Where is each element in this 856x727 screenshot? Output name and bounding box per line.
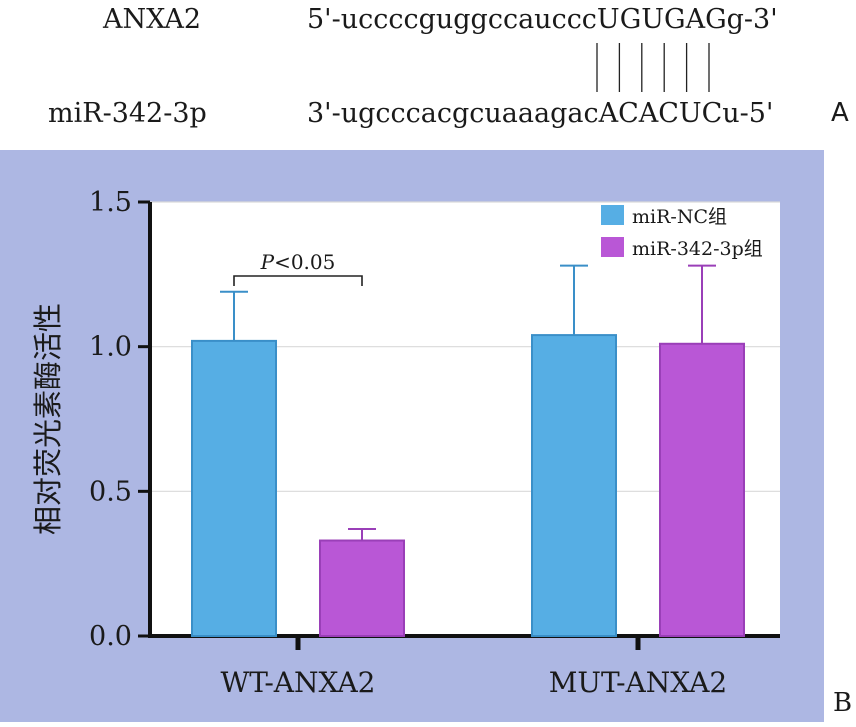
anxa2-label: ANXA2: [103, 4, 202, 35]
x-tick-label: MUT-ANXA2: [549, 666, 728, 699]
legend-label: miR-342-3p组: [632, 238, 763, 260]
mirna-sequence: 3'-ugcccacgcuaaagacACACUCu-5': [307, 98, 774, 129]
x-tick-label: WT-ANXA2: [221, 666, 376, 699]
y-tick-label: 1.0: [89, 332, 132, 363]
y-tick-label: 0.0: [89, 621, 132, 652]
bar-mir-342-3p: [319, 539, 405, 637]
bar-chart: 0.0 0.5 1.0 1.5 相对荧光素酶活性 WT-ANXA2 MUT-ANXA2 P<0…: [0, 150, 852, 722]
y-axis-label: 相对荧光素酶活性: [31, 303, 65, 535]
legend-swatch: [601, 205, 624, 225]
significance-bracket: [233, 275, 363, 286]
anxa2-sequence: 5'-uccccguggccaucccUGUGAGg-3': [307, 4, 778, 35]
bar-mir-nc: [191, 339, 277, 637]
y-tick-label: 1.5: [89, 187, 132, 218]
legend-label: miR-NC组: [632, 206, 727, 228]
mirna-label: miR-342-3p: [48, 98, 207, 129]
base-pair-lines: [596, 43, 710, 92]
panel-a-sequence-alignment: ANXA2 5'-uccccguggccaucccUGUGAGg-3' miR-…: [0, 0, 856, 150]
legend-swatch: [601, 237, 624, 257]
panel-a-label: A: [831, 98, 849, 128]
panel-b-chart: 0.0 0.5 1.0 1.5 相对荧光素酶活性 WT-ANXA2 MUT-ANXA2 P<0…: [0, 150, 856, 722]
bar-mir-342-3p: [659, 342, 745, 637]
y-tick-label: 0.5: [89, 476, 132, 507]
significance-label: P<0.05: [260, 250, 336, 274]
panel-b-label: B: [833, 688, 852, 718]
bar-mir-nc: [531, 334, 617, 638]
